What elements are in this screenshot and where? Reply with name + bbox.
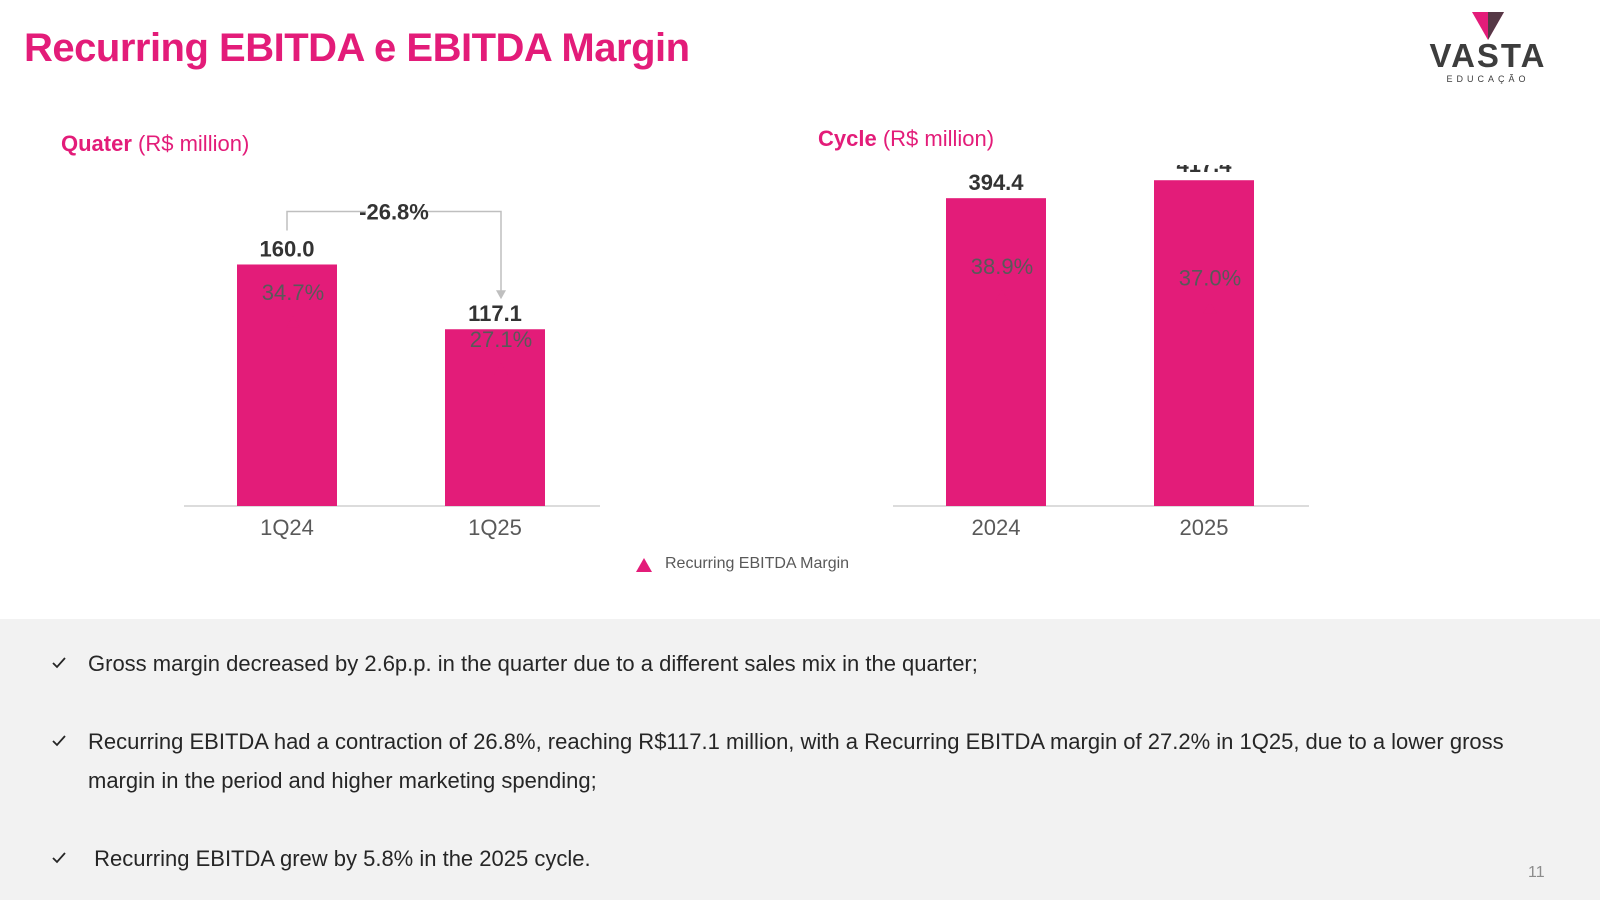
x-tick-label: 1Q25 <box>468 515 522 540</box>
legend-label: Recurring EBITDA Margin <box>665 555 850 572</box>
margin-marker <box>286 315 300 328</box>
logo-triangle-icon <box>1472 12 1504 40</box>
page-number: 11 <box>1528 864 1545 881</box>
bullet-text: Gross margin decreased by 2.6p.p. in the… <box>88 651 978 676</box>
bar-value-label: 394.4 <box>968 170 1024 195</box>
change-label-bg <box>366 197 422 226</box>
cycle-heading-unit: (R$ million) <box>876 126 995 151</box>
arrow-head-icon <box>496 290 506 300</box>
bullet-text: Recurring EBITDA had a contraction of 26… <box>88 729 1504 793</box>
commentary-panel: Gross margin decreased by 2.6p.p. in the… <box>0 619 1600 900</box>
page-title: Recurring EBITDA e EBITDA Margin <box>24 26 690 70</box>
vasta-logo: VASTA EDUCAÇÃO <box>1418 10 1558 90</box>
bar-value-label: 160.0 <box>259 236 314 261</box>
bullet-text: Recurring EBITDA grew by 5.8% in the 202… <box>88 846 591 871</box>
bar-value-label: 117.1 <box>468 301 522 326</box>
bar-value-label: 417.4 <box>1176 165 1232 177</box>
x-tick-label: 2024 <box>972 515 1021 540</box>
logo-subtitle: EDUCAÇÃO <box>1446 74 1530 84</box>
margin-marker <box>1203 301 1217 314</box>
cycle-chart-heading: Cycle (R$ million) <box>818 126 994 152</box>
x-tick-label: 2025 <box>1180 515 1229 540</box>
ebitda-bar <box>946 198 1046 507</box>
margin-marker <box>995 289 1009 302</box>
ebitda-bar <box>1154 180 1254 506</box>
quarter-chart-heading: Quater (R$ million) <box>61 131 249 157</box>
margin-marker <box>494 362 508 375</box>
margin-label: 37.0% <box>1179 266 1241 291</box>
x-tick-label: 1Q24 <box>260 515 314 540</box>
margin-label: 38.9% <box>971 254 1033 279</box>
quarter-heading-bold: Quater <box>61 131 132 156</box>
triangle-icon <box>636 558 652 572</box>
change-label: -26.8% <box>359 199 429 224</box>
margin-label: 27.1% <box>470 327 532 352</box>
checkmark-icon <box>52 657 66 669</box>
margin-label: 34.7% <box>262 280 324 305</box>
quarter-heading-unit: (R$ million) <box>131 131 250 156</box>
ebitda-bar <box>237 264 337 506</box>
logo-wordmark: VASTA <box>1429 37 1547 74</box>
cycle-heading-bold: Cycle <box>818 126 877 151</box>
quarter-ebitda-chart: 160.0 1Q24 34.7% 117.1 1Q25 27.1% -26.8% <box>184 197 600 540</box>
ebitda-bar <box>445 329 545 506</box>
checkmark-icon <box>52 735 66 747</box>
checkmark-icon <box>52 852 66 864</box>
